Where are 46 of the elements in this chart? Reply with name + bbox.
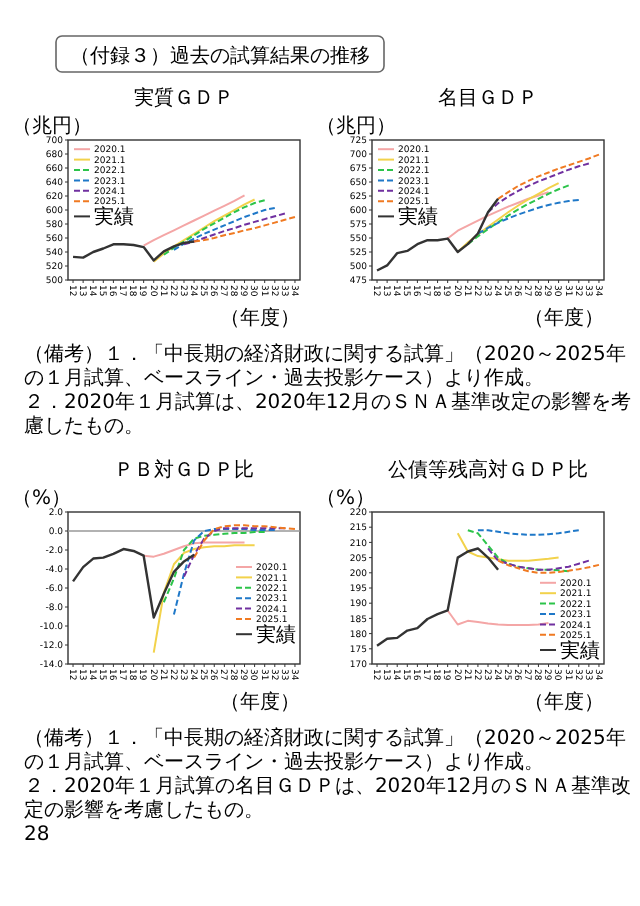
x-axis-title: （年度） (524, 690, 604, 714)
line-series (193, 524, 296, 559)
chart-title: 名目ＧＤＰ (438, 86, 538, 110)
text: ２．2020年１月試算の名目ＧＤＰは、2020年12月のＳＮＡ基準改定の影響を考慮したもの。 (24, 774, 632, 822)
x-axis-title: （年度） (220, 690, 300, 714)
chart-title: 実質ＧＤＰ (134, 86, 234, 110)
line-series (193, 216, 296, 243)
line-series (487, 547, 590, 571)
legend-label: 実績 (94, 205, 134, 230)
line-series (375, 197, 500, 272)
legend-label: 実績 (398, 205, 438, 230)
line-series (375, 547, 500, 647)
y-axis-title: （%） (316, 488, 376, 510)
chart-title: 公債等残高対ＧＤＰ比 (388, 458, 588, 482)
text: （付録３）過去の試算結果の推移 (70, 44, 370, 68)
line-series (142, 541, 246, 558)
text: 28 (24, 824, 50, 846)
legend-label: 実績 (560, 639, 600, 663)
line-series (466, 184, 570, 246)
line-series (456, 182, 560, 253)
y-axis-title: （兆円） (12, 114, 92, 138)
text: ２．2020年１月試算は、2020年12月のＳＮＡ基準改定の影響を考慮したもの。 (24, 390, 632, 438)
line-series (446, 609, 550, 627)
line-series (456, 532, 560, 562)
line-series (497, 153, 600, 200)
line-series (497, 559, 600, 574)
line-series (476, 198, 580, 235)
line-series (152, 198, 256, 263)
line-series (71, 240, 196, 262)
line-series (446, 191, 550, 240)
x-axis-title: （年度） (524, 306, 604, 330)
x-axis-title: （年度） (220, 306, 300, 330)
line-series (142, 194, 246, 247)
legend-label: 実績 (256, 623, 296, 648)
line-series (487, 162, 590, 214)
y-axis-title: （%） (12, 488, 72, 510)
chart-title: ＰＢ対ＧＤＰ比 (114, 458, 254, 482)
y-axis-title: （兆円） (316, 114, 396, 138)
line-series (466, 529, 570, 573)
line-series (152, 544, 256, 654)
line-series (183, 212, 286, 246)
line-series (162, 199, 266, 256)
line-series (183, 527, 286, 578)
text: （備考）１．「中長期の経済財政に関する試算」（2020～2025年の１月試算、ベースライン・過去投影ケース）より作成。 (24, 342, 626, 390)
text: （備考）１．「中長期の経済財政に関する試算」（2020～2025年の１月試算、ベースライン・過去投影ケース）より作成。 (24, 726, 626, 774)
line-series (172, 206, 276, 251)
